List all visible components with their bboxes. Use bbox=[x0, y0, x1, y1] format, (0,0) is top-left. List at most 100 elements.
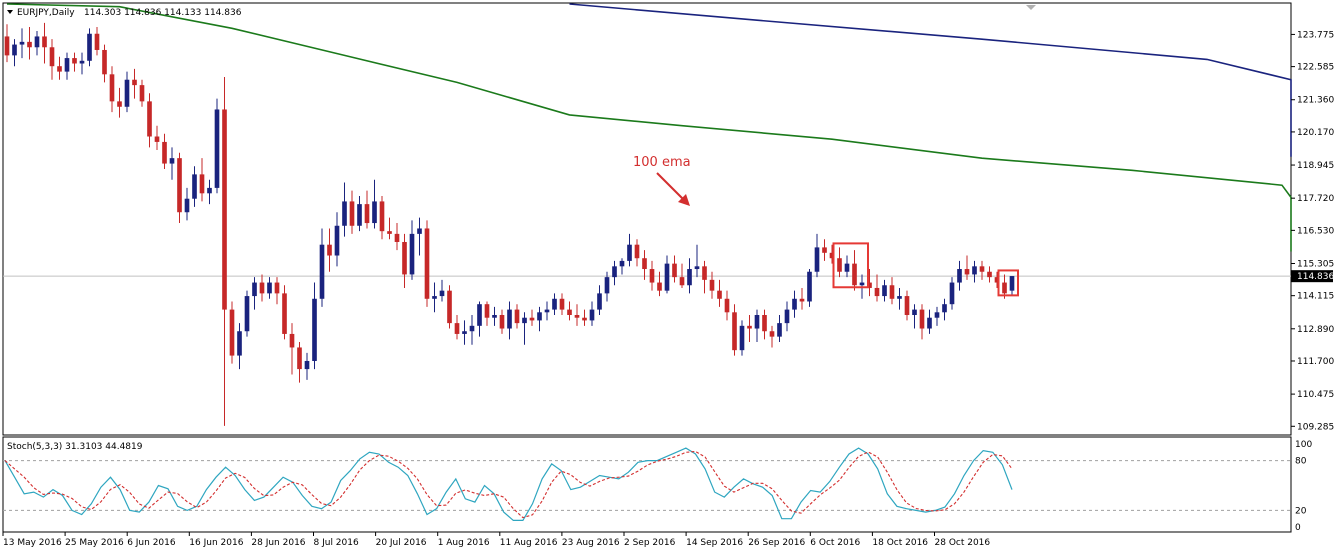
candle bbox=[589, 301, 595, 326]
candle-body bbox=[439, 290, 445, 297]
candle bbox=[897, 287, 902, 310]
candle bbox=[507, 301, 512, 340]
candle bbox=[102, 44, 107, 83]
candle-body bbox=[619, 260, 625, 267]
ema200-layer bbox=[569, 3, 1292, 157]
candle bbox=[807, 269, 812, 307]
candle-body bbox=[334, 225, 340, 256]
candle-body bbox=[237, 331, 242, 356]
candle bbox=[79, 52, 85, 75]
time-tick-label: 6 Oct 2016 bbox=[810, 538, 860, 548]
candle bbox=[184, 187, 190, 221]
candle bbox=[724, 290, 730, 321]
candle-body bbox=[357, 204, 362, 226]
candle-body bbox=[822, 247, 827, 253]
candle bbox=[237, 323, 242, 370]
candle bbox=[147, 93, 152, 148]
candle-body bbox=[732, 312, 737, 351]
candle-body bbox=[919, 309, 925, 329]
time-tick-label: 18 Oct 2016 bbox=[872, 538, 928, 548]
candle-body bbox=[244, 296, 250, 332]
candle bbox=[972, 260, 977, 283]
candle-body bbox=[642, 258, 647, 270]
candle-body bbox=[394, 233, 400, 242]
candle-body bbox=[162, 141, 167, 164]
price-tick-label: 109.285 bbox=[1297, 422, 1334, 432]
price-tick-label: 112.890 bbox=[1297, 325, 1334, 335]
candle bbox=[987, 266, 992, 283]
candle-body bbox=[799, 298, 805, 302]
candle bbox=[784, 301, 790, 332]
candle-body bbox=[64, 58, 70, 72]
candle-body bbox=[964, 269, 970, 275]
candle bbox=[492, 306, 497, 326]
candle bbox=[154, 125, 160, 151]
candle-body bbox=[342, 201, 347, 226]
candle-body bbox=[252, 282, 257, 297]
stoch-scale-label: 0 bbox=[1295, 523, 1301, 533]
candle-body bbox=[259, 282, 265, 294]
candle bbox=[844, 255, 850, 278]
annotation-arrow-head bbox=[678, 194, 690, 206]
time-tick-label: 8 Jul 2016 bbox=[314, 538, 359, 548]
candle bbox=[762, 309, 767, 340]
time-tick-label: 28 Oct 2016 bbox=[935, 538, 991, 548]
ema200-line bbox=[569, 3, 1292, 157]
candle-body bbox=[79, 60, 85, 64]
candle-body bbox=[477, 304, 482, 326]
candle-body bbox=[327, 244, 332, 256]
candle-body bbox=[34, 36, 40, 48]
candle bbox=[739, 320, 745, 356]
candle bbox=[927, 309, 932, 334]
candle bbox=[304, 352, 310, 380]
candle-body bbox=[297, 347, 302, 370]
candle bbox=[469, 315, 475, 345]
candle bbox=[439, 279, 445, 302]
candle bbox=[822, 239, 827, 261]
candle bbox=[837, 247, 842, 278]
candle bbox=[117, 87, 122, 118]
candle bbox=[417, 217, 422, 256]
price-tick-label: 117.720 bbox=[1297, 194, 1334, 204]
candle bbox=[942, 298, 947, 321]
candle bbox=[372, 179, 377, 229]
candle bbox=[769, 325, 775, 348]
candle-body bbox=[672, 263, 677, 278]
candle bbox=[259, 274, 265, 302]
candle-body bbox=[192, 174, 197, 199]
chart-shift-marker[interactable] bbox=[1026, 5, 1036, 10]
candle bbox=[124, 71, 130, 113]
candle-body bbox=[409, 233, 415, 275]
candle bbox=[364, 190, 370, 229]
candle-body bbox=[424, 228, 430, 299]
candle bbox=[4, 24, 10, 63]
candle bbox=[244, 290, 250, 337]
candle-body bbox=[874, 287, 880, 297]
current-price-tag bbox=[1291, 270, 1333, 283]
price-axis-layer: 123.775 122.585 121.360 120.170 118.945 117.7… bbox=[1291, 30, 1334, 432]
candle bbox=[177, 152, 182, 224]
candle-body bbox=[214, 109, 220, 188]
candle-body bbox=[1002, 282, 1007, 294]
stoch-label: Stoch(5,3,3) 31.3103 44.4819 bbox=[7, 442, 143, 452]
time-tick-label: 11 Aug 2016 bbox=[500, 538, 558, 548]
candle-body bbox=[522, 317, 527, 324]
candle-body bbox=[49, 47, 55, 67]
candle bbox=[994, 271, 1000, 288]
candle bbox=[552, 293, 557, 316]
candle bbox=[319, 228, 325, 307]
candle bbox=[169, 147, 175, 180]
candle bbox=[597, 285, 602, 316]
candle-body bbox=[702, 266, 707, 280]
candle bbox=[582, 309, 587, 326]
candle bbox=[477, 301, 482, 337]
candle-body bbox=[432, 296, 437, 299]
candle bbox=[462, 320, 467, 345]
candle bbox=[357, 196, 362, 232]
symbol-dropdown-icon[interactable] bbox=[7, 10, 13, 14]
main-plot-frame bbox=[2, 2, 1292, 436]
candle bbox=[709, 271, 715, 299]
candle bbox=[717, 279, 722, 307]
candle-body bbox=[289, 333, 295, 348]
candle-body bbox=[447, 290, 452, 324]
